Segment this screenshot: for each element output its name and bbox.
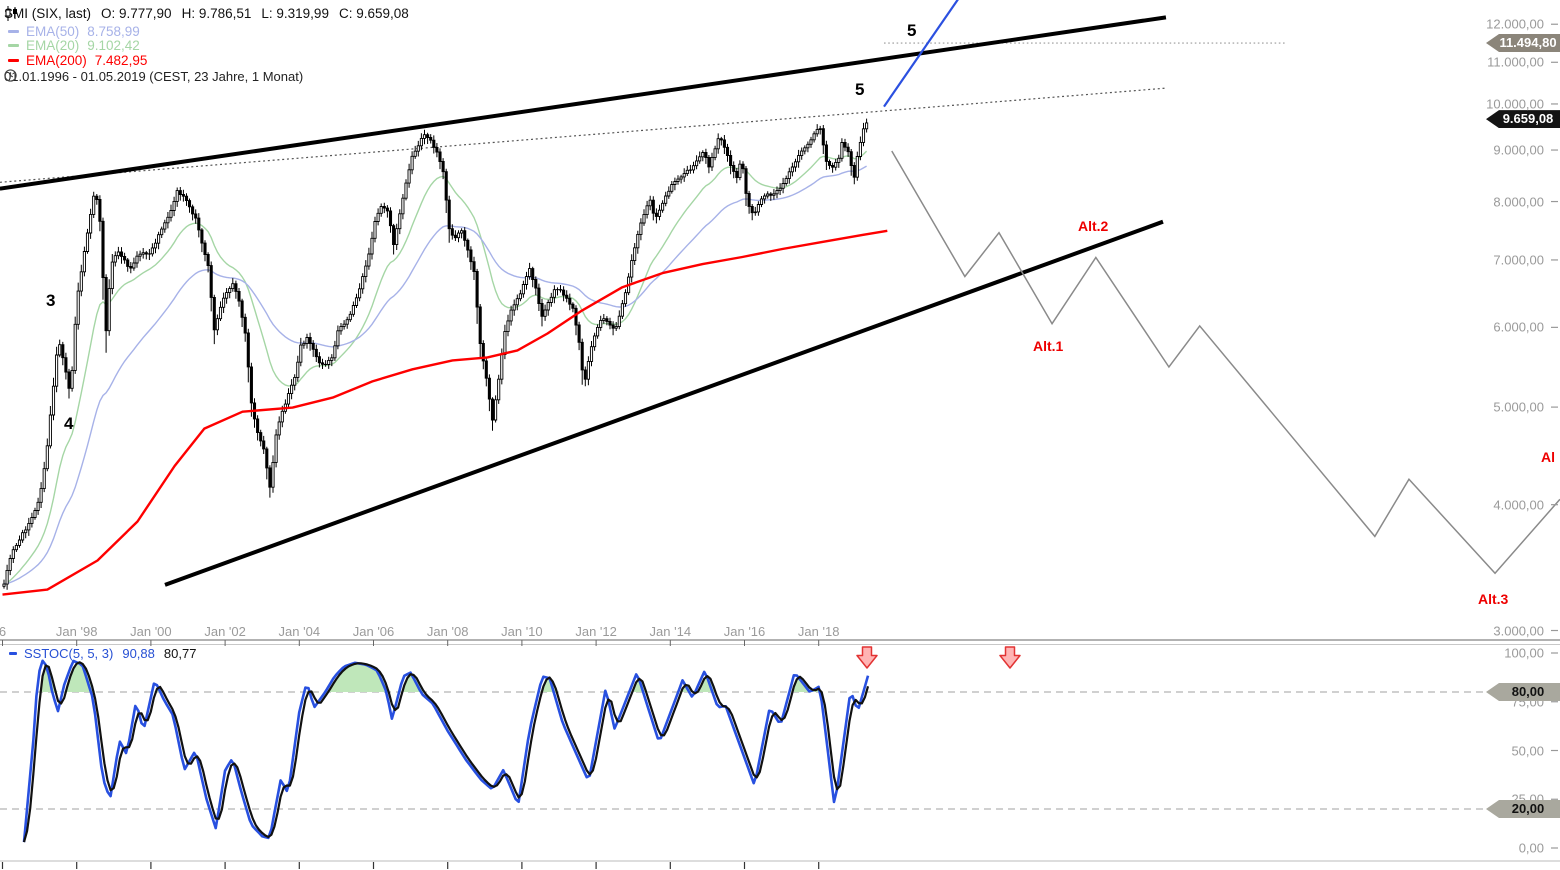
sell-signal-arrow-icon <box>856 646 878 669</box>
upper-channel-trendline <box>0 15 1167 191</box>
stoch-badge-80: 80,00 <box>1486 683 1560 701</box>
legend-ema50[interactable]: EMA(50) 8.758,99 <box>8 24 140 39</box>
ema50-dash-icon <box>8 30 19 33</box>
candles-down <box>61 128 856 488</box>
dotted-resistance-line <box>0 87 1167 183</box>
sstoc-k-value: 90,88 <box>122 646 155 661</box>
alternative-scenario-label: Alt.3 <box>1478 591 1509 607</box>
ema50-line <box>3 165 867 585</box>
ema200-line <box>2 229 888 596</box>
ema20-value: 9.102,42 <box>87 38 140 53</box>
ema200-dash-icon <box>8 59 19 62</box>
ema50-name: EMA(50) <box>26 24 80 39</box>
date-range-row: 01.01.1996 - 01.05.2019 (CEST, 23 Jahre,… <box>4 69 303 84</box>
stoch-badge-20: 20,00 <box>1486 800 1560 818</box>
stoch-legend[interactable]: SSTOC(5, 5, 3) 90,88 80,77 <box>9 646 196 661</box>
symbol-header: SMI (SIX, last) O: 9.777,90 H: 9.786,51 … <box>4 6 409 21</box>
stoch-k-line <box>22 659 870 843</box>
bearish-projection-zigzag <box>891 150 1560 575</box>
sstoc-name: SSTOC(5, 5, 3) <box>24 646 114 661</box>
sell-signal-arrow-icon <box>999 646 1021 669</box>
alternative-scenario-label: Al <box>1541 449 1555 465</box>
ohlc-high: H: 9.786,51 <box>181 6 252 21</box>
lower-channel-trendline <box>164 219 1164 587</box>
ema50-value: 8.758,99 <box>87 24 140 39</box>
sstoc-dash-icon <box>9 652 17 655</box>
alternative-scenario-label: Alt.2 <box>1078 218 1109 234</box>
symbol-title: SMI (SIX, last) <box>4 6 92 21</box>
candle-wicks <box>3 118 868 590</box>
ohlc-low: L: 9.319,99 <box>261 6 329 21</box>
blue-wave5-projection <box>883 0 959 108</box>
ema200-name: EMA(200) <box>26 53 87 68</box>
elliott-wave-label: 4 <box>64 414 74 433</box>
ohlc-open: O: 9.777,90 <box>101 6 172 21</box>
elliott-wave-label: 5 <box>855 80 865 99</box>
candlestick-icon <box>5 6 17 21</box>
legend-ema200[interactable]: EMA(200) 7.482,95 <box>8 53 147 68</box>
candles-up <box>2 122 869 587</box>
ohlc-close: C: 9.659,08 <box>338 6 409 21</box>
elliott-wave-label: 5 <box>907 21 917 40</box>
elliott-wave-label: 3 <box>46 291 56 310</box>
clock-icon <box>4 69 17 82</box>
ema20-line <box>3 150 868 585</box>
stoch-overbought-fill <box>24 662 868 692</box>
price-badge-last: 9.659,08 <box>1486 110 1560 129</box>
stoch-d-line <box>22 661 870 843</box>
ema20-dash-icon <box>8 44 19 47</box>
ema20-name: EMA(20) <box>26 38 80 53</box>
sstoc-d-value: 80,77 <box>163 646 197 661</box>
legend-ema20[interactable]: EMA(20) 9.102,42 <box>8 38 140 53</box>
alternative-scenario-label: Alt.1 <box>1033 338 1064 354</box>
date-range: 01.01.1996 - 01.05.2019 (CEST, 23 Jahre,… <box>4 69 304 84</box>
price-badge-target: 11.494,80 <box>1486 34 1560 53</box>
ema200-value: 7.482,95 <box>94 53 148 68</box>
